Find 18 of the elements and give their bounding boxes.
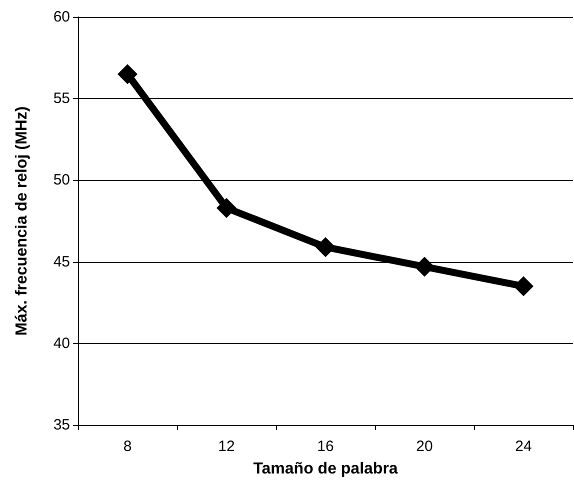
- x-axis-title: Tamaño de palabra: [253, 460, 398, 478]
- y-tick-label: 35: [53, 416, 70, 434]
- x-tick-label: 16: [317, 438, 334, 455]
- y-tick-label: 60: [53, 8, 70, 26]
- point: [514, 276, 534, 296]
- x-tick-label: 8: [123, 438, 132, 455]
- y-tick-label: 50: [53, 172, 70, 189]
- x-tick-label: 12: [218, 438, 235, 455]
- x-tick-label: 24: [515, 438, 532, 455]
- y-tick-label: 40: [53, 334, 70, 352]
- point: [316, 237, 336, 258]
- y-tick-label: 55: [53, 90, 70, 108]
- point: [118, 64, 138, 84]
- x-tick-label: 20: [416, 438, 433, 455]
- point: [414, 256, 434, 277]
- y-axis-title: Máx. frecuencia de reloj (MHz): [14, 106, 30, 336]
- y-tick-label: 45: [53, 253, 70, 270]
- point: [216, 198, 236, 218]
